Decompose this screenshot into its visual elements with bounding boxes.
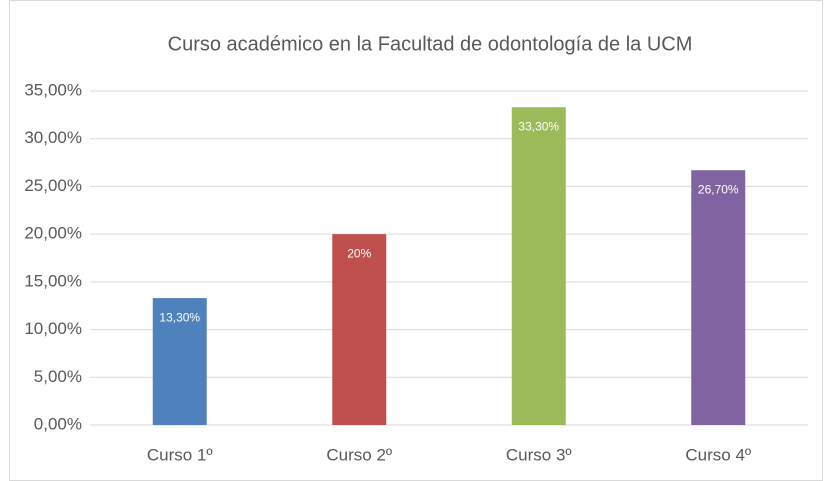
x-tick-label: Curso 4º	[685, 445, 751, 464]
chart-title: Curso académico en la Facultad de odonto…	[168, 33, 693, 55]
x-tick-label: Curso 3º	[506, 445, 572, 464]
y-tick-label: 0,00%	[34, 414, 82, 433]
bar	[691, 170, 746, 425]
x-tick-label: Curso 2º	[326, 445, 392, 464]
value-label: 33,30%	[518, 119, 559, 133]
bar	[152, 298, 207, 425]
value-label: 20%	[347, 246, 371, 260]
value-label: 13,30%	[159, 310, 200, 324]
x-tick-label: Curso 1º	[147, 445, 213, 464]
y-tick-label: 10,00%	[24, 319, 82, 338]
value-label: 26,70%	[698, 182, 739, 196]
y-tick-label: 35,00%	[24, 80, 82, 99]
y-tick-label: 5,00%	[34, 367, 82, 386]
y-tick-label: 30,00%	[24, 128, 82, 147]
chart-border	[9, 0, 823, 481]
bar	[332, 234, 387, 425]
bar	[511, 107, 566, 426]
y-tick-label: 15,00%	[24, 271, 82, 290]
y-tick-label: 25,00%	[24, 176, 82, 195]
y-tick-label: 20,00%	[24, 224, 82, 243]
